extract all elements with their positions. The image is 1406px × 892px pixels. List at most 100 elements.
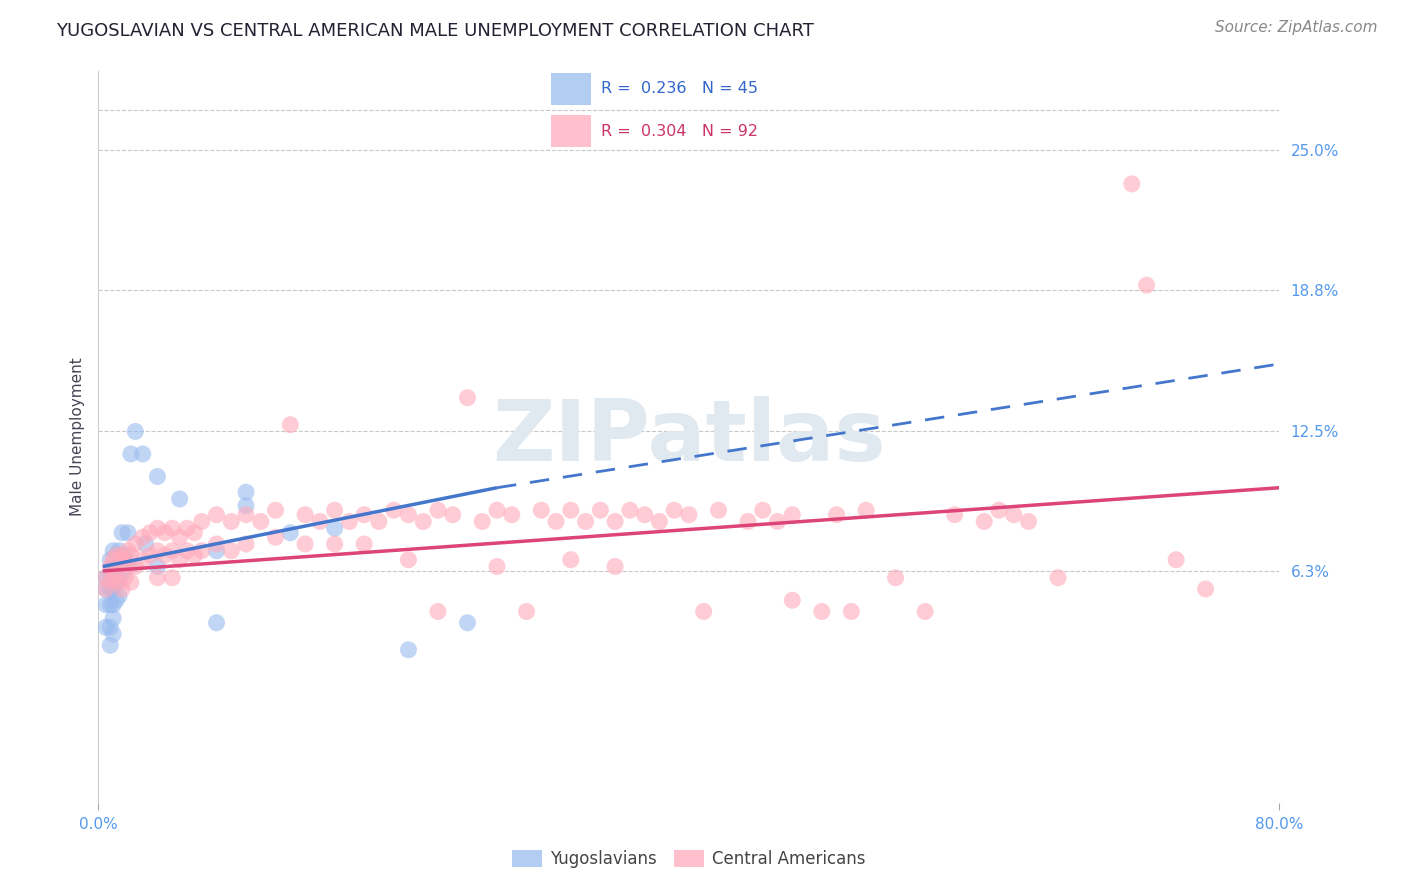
Point xyxy=(486,559,509,574)
Point xyxy=(309,515,332,529)
Point xyxy=(98,553,121,567)
Point xyxy=(111,525,134,540)
Point xyxy=(205,615,228,630)
Point xyxy=(1121,177,1143,191)
Point xyxy=(117,543,139,558)
Point xyxy=(146,521,169,535)
Point xyxy=(619,503,641,517)
Legend: Yugoslavians, Central Americans: Yugoslavians, Central Americans xyxy=(506,844,872,875)
Point xyxy=(353,537,375,551)
Point xyxy=(219,543,242,558)
Point xyxy=(544,515,567,529)
Point xyxy=(219,515,242,529)
Point xyxy=(114,571,136,585)
Point xyxy=(235,485,257,500)
Point xyxy=(117,559,139,574)
Point xyxy=(191,515,214,529)
Point xyxy=(337,515,360,529)
Point xyxy=(501,508,523,522)
Text: ZIPatlas: ZIPatlas xyxy=(492,395,886,479)
Point xyxy=(108,575,131,590)
Point xyxy=(162,543,183,558)
Point xyxy=(103,571,125,585)
Point xyxy=(1164,553,1187,567)
Point xyxy=(132,447,155,461)
Point xyxy=(973,515,995,529)
Point xyxy=(605,559,627,574)
Point xyxy=(382,503,405,517)
Point xyxy=(368,515,391,529)
Point xyxy=(456,391,478,405)
Point xyxy=(103,611,125,625)
Point xyxy=(235,499,257,513)
Point xyxy=(94,582,117,596)
Point xyxy=(103,559,125,574)
Point xyxy=(108,558,131,572)
Point xyxy=(396,553,419,567)
Point xyxy=(111,566,134,581)
Point xyxy=(323,521,346,535)
Point xyxy=(98,566,121,581)
Point xyxy=(105,593,128,607)
Text: R =  0.304   N = 92: R = 0.304 N = 92 xyxy=(600,124,758,139)
Point xyxy=(105,548,128,562)
Point xyxy=(855,503,877,517)
Point xyxy=(139,548,162,562)
Point xyxy=(114,548,136,562)
Point xyxy=(169,530,191,544)
Point xyxy=(117,525,139,540)
Point xyxy=(124,537,146,551)
Point xyxy=(441,508,464,522)
Point xyxy=(98,559,121,574)
Point xyxy=(105,566,128,581)
Point xyxy=(264,530,287,544)
Point xyxy=(205,508,228,522)
Point xyxy=(162,571,183,585)
Point xyxy=(486,503,509,517)
Point xyxy=(353,508,375,522)
Point xyxy=(176,543,198,558)
Point xyxy=(678,508,700,522)
Point xyxy=(94,598,117,612)
Point xyxy=(884,571,907,585)
Point xyxy=(146,469,169,483)
Point xyxy=(105,548,128,562)
Point xyxy=(139,525,162,540)
Point xyxy=(943,508,966,522)
Point xyxy=(103,627,125,641)
Point xyxy=(294,508,316,522)
Text: YUGOSLAVIAN VS CENTRAL AMERICAN MALE UNEMPLOYMENT CORRELATION CHART: YUGOSLAVIAN VS CENTRAL AMERICAN MALE UNE… xyxy=(56,22,814,40)
Point xyxy=(111,548,134,562)
Point xyxy=(707,503,730,517)
Point xyxy=(111,548,134,562)
Point xyxy=(146,543,169,558)
Point xyxy=(323,503,346,517)
Point xyxy=(94,620,117,634)
Point xyxy=(108,553,131,567)
Point xyxy=(427,605,450,619)
Point xyxy=(235,537,257,551)
Point xyxy=(132,553,155,567)
Point xyxy=(176,521,198,535)
Point xyxy=(648,515,671,529)
Point xyxy=(751,503,773,517)
Point xyxy=(782,593,804,607)
Point xyxy=(94,571,117,585)
Point xyxy=(825,508,848,522)
Point xyxy=(589,503,612,517)
Point xyxy=(94,571,117,585)
Point xyxy=(205,537,228,551)
Point xyxy=(278,525,302,540)
Point xyxy=(108,571,131,585)
Point xyxy=(146,571,169,585)
Point xyxy=(839,605,862,619)
Point xyxy=(1046,571,1069,585)
Point xyxy=(737,515,759,529)
Point xyxy=(427,503,450,517)
Point xyxy=(205,543,228,558)
Point xyxy=(560,503,582,517)
Point xyxy=(135,537,157,551)
Point xyxy=(396,642,419,657)
Point xyxy=(114,553,136,567)
Point xyxy=(120,447,142,461)
